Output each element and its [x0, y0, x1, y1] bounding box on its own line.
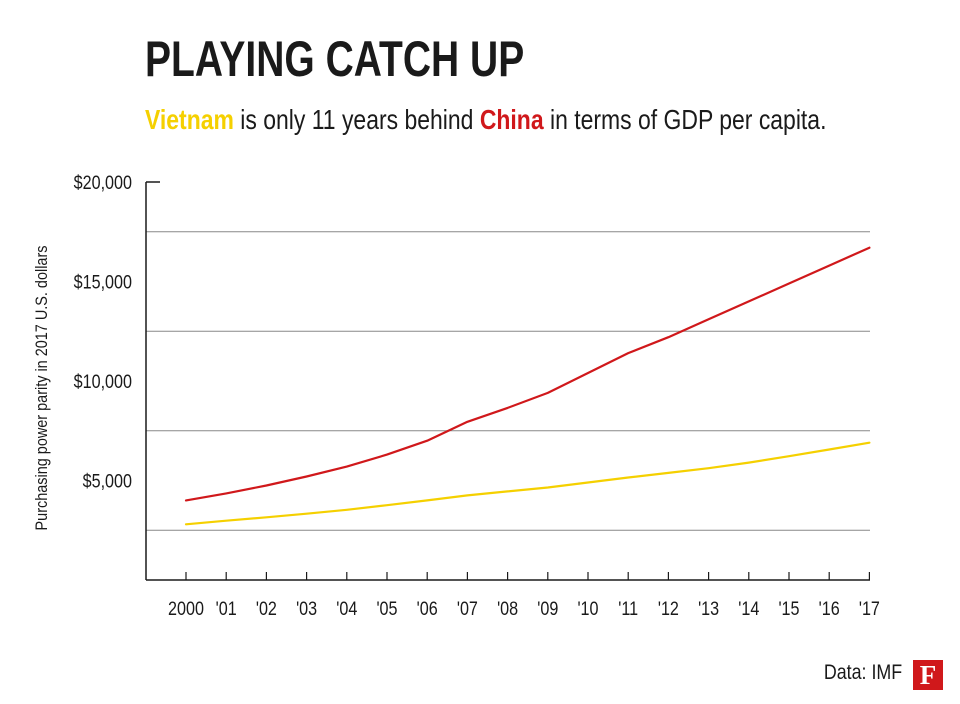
y-tick-label: $10,000	[74, 371, 133, 393]
subtitle-vietnam: Vietnam	[145, 104, 234, 135]
y-tick-label: $15,000	[74, 271, 133, 293]
x-tick-label: '06	[417, 598, 438, 620]
x-tick-label: '09	[537, 598, 558, 620]
x-tick-label: '07	[457, 598, 478, 620]
chart-title: PLAYING CATCH UP	[145, 31, 525, 87]
x-tick-label: '03	[296, 598, 317, 620]
x-tick-label: '04	[336, 598, 357, 620]
chart-subtitle: Vietnam is only 11 years behind China in…	[145, 104, 826, 136]
x-tick-label: 2000	[168, 598, 204, 620]
subtitle-china: China	[479, 104, 544, 135]
y-tick-label: $5,000	[83, 470, 133, 492]
x-tick-label: '16	[819, 598, 840, 620]
x-tick-label: '02	[256, 598, 277, 620]
forbes-logo: F	[913, 660, 943, 690]
x-tick-label: '15	[778, 598, 799, 620]
series-line-china	[184, 246, 871, 502]
subtitle-text-1: is only 11 years behind	[233, 104, 480, 135]
x-tick-label: '08	[497, 598, 518, 620]
x-tick-label: '17	[859, 598, 880, 620]
x-tick-label: '13	[698, 598, 719, 620]
x-tick-label: '12	[658, 598, 679, 620]
x-tick-label: '05	[376, 598, 397, 620]
y-axis-title: Purchasing power parity in 2017 U.S. dol…	[33, 245, 51, 530]
y-tick-label: $20,000	[74, 172, 133, 194]
x-tick-label: '11	[618, 598, 638, 620]
x-tick-label: '01	[216, 598, 237, 620]
subtitle-text-2: in terms of GDP per capita.	[543, 104, 827, 135]
x-tick-label: '14	[738, 598, 759, 620]
series-line-vietnam	[184, 441, 871, 526]
x-tick-label: '10	[577, 598, 598, 620]
source-note: Data: IMF	[823, 661, 902, 684]
